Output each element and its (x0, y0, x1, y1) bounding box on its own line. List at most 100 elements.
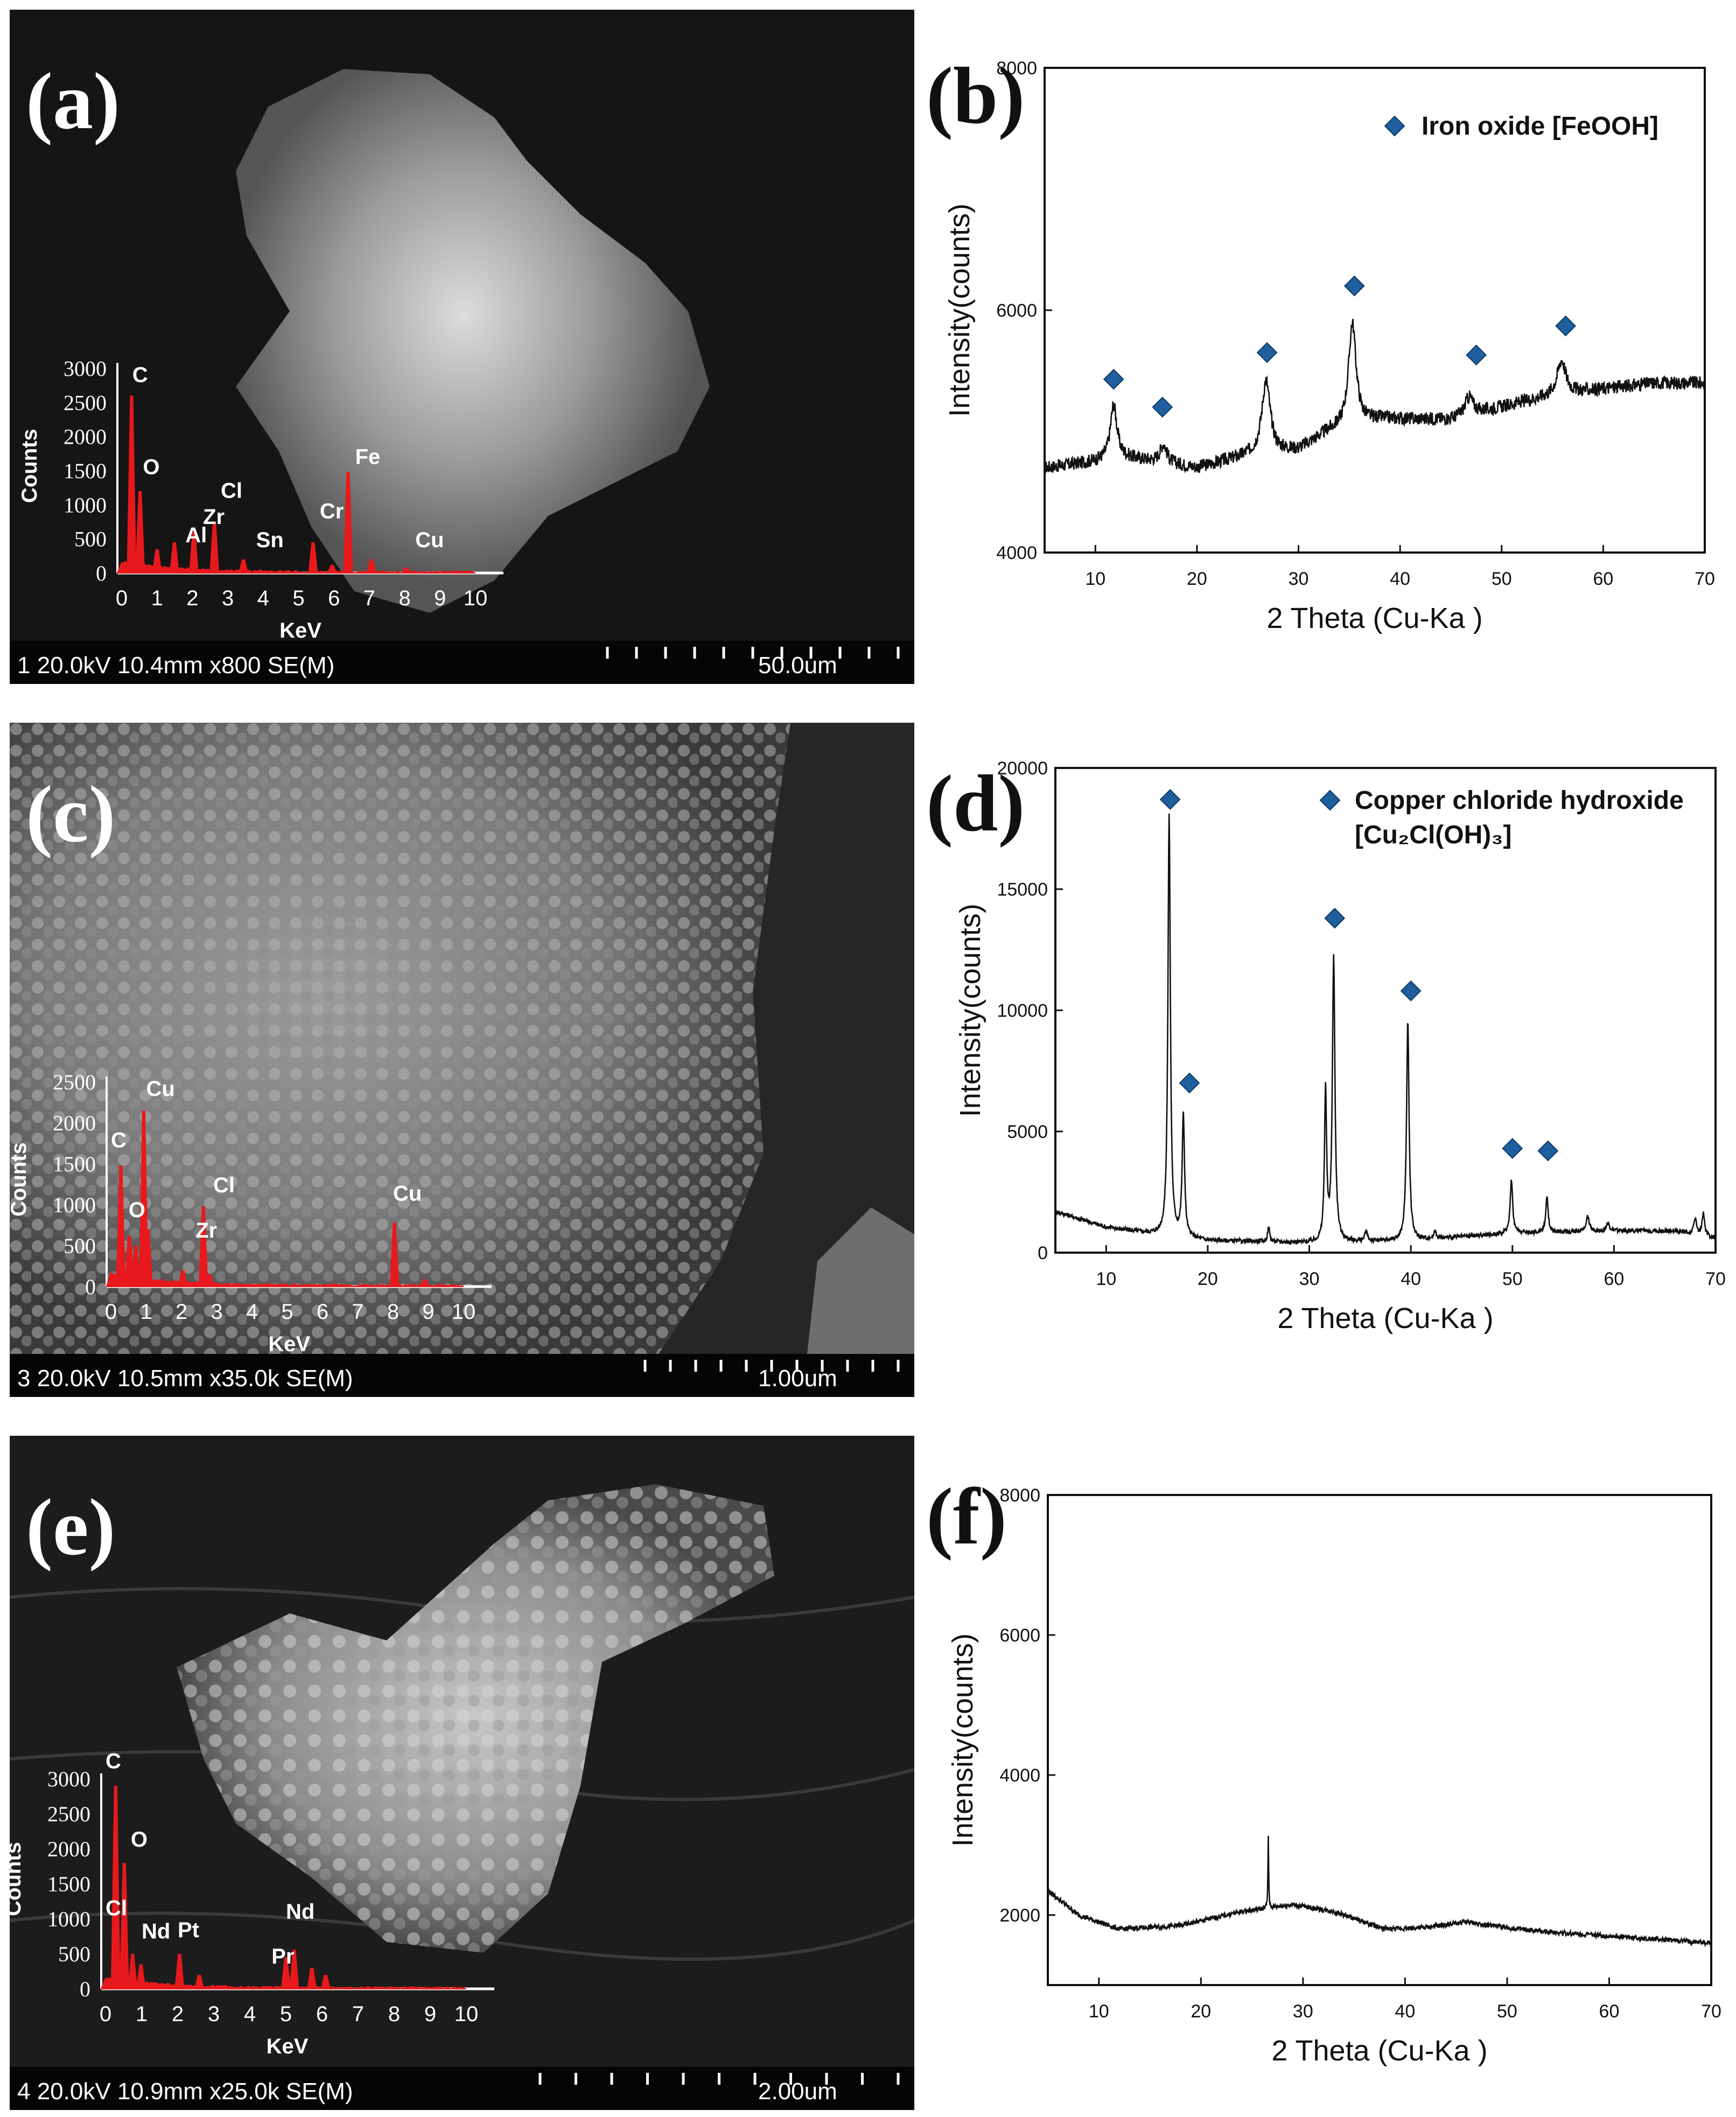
eds-x-tick-label: 0 (100, 2002, 111, 2026)
sem-statusbar-a: 1 20.0kV 10.4mm x800 SE(M) 50.0um (10, 641, 914, 684)
eds-element-label: Pt (178, 1918, 199, 1942)
phase-marker-diamond (1556, 316, 1576, 336)
xrd-x-tick-label: 40 (1390, 569, 1410, 589)
eds-x-axis-label: KeV (267, 2035, 309, 2058)
eds-x-tick-label: 5 (280, 2002, 292, 2026)
eds-y-tick-label: 1500 (64, 459, 107, 483)
legend-label: Iron oxide [FeOOH] (1422, 112, 1658, 141)
xrd-x-tick-label: 20 (1198, 1269, 1218, 1289)
eds-y-tick-label: 1500 (53, 1152, 96, 1176)
eds-x-tick-label: 6 (316, 2002, 328, 2026)
eds-x-tick-label: 10 (454, 2002, 479, 2026)
xrd-x-axis-label: 2 Theta (Cu-Ka ) (1277, 1302, 1493, 1335)
eds-x-tick-label: 10 (452, 1300, 476, 1324)
eds-x-tick-label: 1 (136, 2002, 148, 2026)
eds-x-tick-label: 3 (208, 2002, 220, 2026)
xrd-x-tick-label: 10 (1089, 2001, 1109, 2022)
eds-x-tick-label: 4 (246, 1300, 258, 1324)
xrd-x-tick-label: 70 (1705, 1269, 1726, 1289)
xrd-y-tick-label: 20000 (997, 758, 1048, 779)
eds-x-tick-label: 9 (434, 586, 446, 610)
xrd-y-axis-label: Intensity(counts) (954, 904, 986, 1117)
xrd-y-tick-label: 2000 (999, 1905, 1040, 1926)
xrd-x-tick-label: 10 (1096, 1269, 1116, 1289)
eds-x-tick-label: 6 (328, 586, 340, 610)
xrd-y-tick-label: 4000 (996, 543, 1037, 563)
xrd-chart-b: (b) 10 20 30 40 50 60 704000600080002 Theta (C… (915, 10, 1726, 684)
xrd-x-tick-label: 60 (1599, 2001, 1620, 2022)
legend-marker-diamond (1320, 791, 1340, 810)
xrd-chart-f: (f) 10 20 30 40 50 60 70 2000 4000 6000 8000 2 Thet… (915, 1436, 1726, 2110)
legend-label: Copper chloride hydroxide (1355, 786, 1684, 815)
eds-x-axis-label: KeV (268, 1332, 310, 1356)
xrd-pattern-line (1055, 814, 1716, 1244)
eds-element-label: Fe (355, 445, 381, 469)
eds-y-tick-label: 500 (58, 1942, 90, 1966)
eds-x-tick-label: 8 (398, 586, 410, 610)
eds-y-tick-label: 0 (85, 1275, 96, 1299)
eds-element-label: Cl (106, 1897, 127, 1920)
eds-element-label: Cu (415, 528, 444, 552)
xrd-y-tick-label: 6000 (999, 1625, 1040, 1646)
eds-y-tick-label: 1500 (47, 1872, 90, 1896)
sem-panel-a: 1 20.0kV 10.4mm x800 SE(M) 50.0um (a) 0 5… (10, 10, 914, 684)
xrd-panel-b: (b) 10 20 30 40 50 60 70 4000 6000 8000 2 Theta (C… (915, 10, 1726, 684)
xrd-y-tick-label: 5000 (1007, 1122, 1048, 1142)
eds-element-label: C (132, 363, 148, 387)
eds-x-tick-label: 9 (422, 1300, 434, 1324)
xrd-x-tick-label: 30 (1289, 569, 1309, 589)
eds-element-label: Sn (256, 528, 284, 552)
eds-x-tick-label: 4 (257, 586, 269, 610)
phase-marker-diamond (1325, 909, 1345, 928)
eds-x-tick-label: 10 (464, 586, 488, 610)
xrd-y-axis-label: Intensity(counts) (947, 1633, 979, 1847)
xrd-x-tick-label: 20 (1187, 569, 1207, 589)
eds-x-tick-label: 1 (151, 586, 163, 610)
xrd-y-tick-label: 15000 (997, 879, 1048, 900)
panel-label-c: (c) (26, 770, 115, 859)
eds-y-tick-label: 1000 (47, 1907, 90, 1931)
sem-image-c: 3 20.0kV 10.5mm x35.0k SE(M) 1.00um (c) … (10, 723, 914, 1397)
eds-y-tick-label: 3000 (64, 357, 107, 381)
legend-label-formula: [Cu₂Cl(OH)₃] (1355, 821, 1511, 849)
eds-y-tick-label: 2000 (47, 1837, 90, 1861)
eds-x-tick-label: 3 (211, 1300, 222, 1324)
eds-x-tick-label: 2 (176, 1300, 187, 1324)
xrd-x-tick-label: 30 (1293, 2001, 1313, 2022)
xrd-x-tick-label: 10 (1085, 569, 1105, 589)
xrd-y-axis-label: Intensity(counts) (943, 204, 976, 417)
panel-label-a: (a) (26, 57, 120, 146)
eds-x-tick-label: 4 (244, 2002, 256, 2026)
eds-element-label: Zr (203, 505, 225, 529)
eds-x-tick-label: 6 (317, 1300, 328, 1324)
sem-status-text: 3 20.0kV 10.5mm x35.0k SE(M) (17, 1365, 353, 1392)
xrd-x-tick-label: 30 (1299, 1269, 1320, 1289)
xrd-panel-d: (d) 10 20 30 40 50 60 70 0 5000 10000 15000 20000 2 … (915, 723, 1726, 1397)
eds-x-tick-label: 7 (352, 1300, 363, 1324)
eds-x-tick-label: 9 (424, 2002, 436, 2026)
eds-x-tick-label: 8 (387, 1300, 399, 1324)
eds-element-label: Nd (286, 1900, 314, 1924)
eds-element-label: Zr (195, 1219, 217, 1242)
xrd-x-axis-label: 2 Theta (Cu-Ka ) (1271, 2035, 1487, 2067)
sem-statusbar-e: 4 20.0kV 10.9mm x25.0k SE(M) 2.00um (10, 2067, 914, 2110)
eds-x-tick-label: 2 (186, 586, 198, 610)
eds-y-tick-label: 1000 (53, 1193, 96, 1217)
phase-marker-diamond (1180, 1073, 1199, 1093)
xrd-x-tick-label: 50 (1502, 1269, 1523, 1289)
eds-y-tick-label: 2000 (53, 1111, 96, 1135)
xrd-panel-f: (f) 10 20 30 40 50 60 70 2000 4000 6000 8000 2 Thet… (915, 1436, 1726, 2110)
xrd-y-tick-label: 8000 (996, 58, 1037, 79)
eds-element-label: O (143, 455, 159, 479)
xrd-x-tick-label: 50 (1492, 569, 1512, 589)
xrd-x-tick-label: 60 (1593, 569, 1613, 589)
xrd-pattern-line (1048, 1836, 1711, 1945)
eds-element-label: C (111, 1129, 127, 1152)
phase-marker-diamond (1153, 397, 1172, 417)
eds-y-tick-label: 3000 (47, 1767, 90, 1791)
phase-marker-diamond (1467, 345, 1486, 365)
phase-marker-diamond (1503, 1139, 1522, 1158)
panel-label-f: (f) (926, 1472, 1007, 1561)
eds-x-tick-label: 8 (388, 2002, 400, 2026)
eds-element-label: O (131, 1828, 148, 1851)
